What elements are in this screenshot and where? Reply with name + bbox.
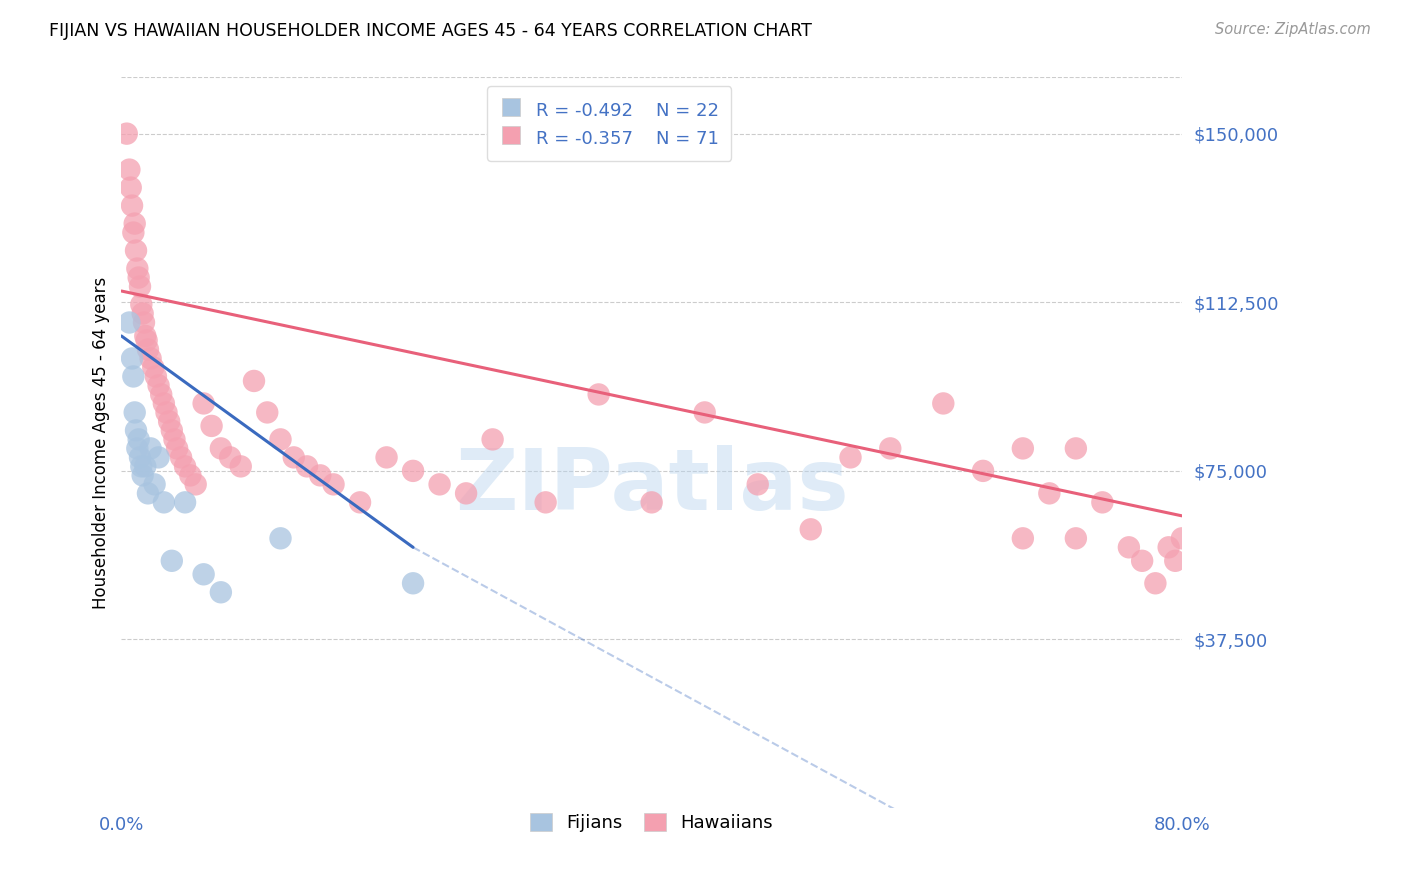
Point bbox=[193, 396, 215, 410]
Point bbox=[747, 477, 769, 491]
Point bbox=[229, 459, 252, 474]
Point bbox=[270, 532, 292, 546]
Point bbox=[179, 468, 201, 483]
Point bbox=[693, 405, 716, 419]
Point bbox=[160, 424, 183, 438]
Point bbox=[640, 495, 662, 509]
Point bbox=[134, 459, 156, 474]
Point bbox=[131, 468, 153, 483]
Point bbox=[209, 585, 232, 599]
Point bbox=[132, 316, 155, 330]
Point bbox=[139, 442, 162, 456]
Point bbox=[270, 433, 292, 447]
Point bbox=[1011, 442, 1033, 456]
Point bbox=[456, 486, 478, 500]
Point bbox=[174, 459, 197, 474]
Point bbox=[160, 554, 183, 568]
Point bbox=[153, 495, 176, 509]
Point bbox=[1118, 541, 1140, 555]
Point bbox=[143, 477, 166, 491]
Point bbox=[588, 387, 610, 401]
Text: ZIPatlas: ZIPatlas bbox=[454, 445, 849, 528]
Point bbox=[125, 424, 148, 438]
Point bbox=[128, 270, 150, 285]
Point bbox=[153, 396, 176, 410]
Point bbox=[184, 477, 207, 491]
Point bbox=[127, 261, 149, 276]
Point bbox=[200, 418, 222, 433]
Y-axis label: Householder Income Ages 45 - 64 years: Householder Income Ages 45 - 64 years bbox=[93, 277, 110, 609]
Point bbox=[124, 405, 146, 419]
Point bbox=[131, 306, 153, 320]
Point bbox=[121, 198, 143, 212]
Text: Source: ZipAtlas.com: Source: ZipAtlas.com bbox=[1215, 22, 1371, 37]
Point bbox=[136, 343, 159, 357]
Legend: Fijians, Hawaiians: Fijians, Hawaiians bbox=[523, 805, 780, 839]
Point bbox=[879, 442, 901, 456]
Point bbox=[150, 387, 173, 401]
Point bbox=[155, 405, 177, 419]
Point bbox=[429, 477, 451, 491]
Point bbox=[118, 316, 141, 330]
Point bbox=[142, 360, 165, 375]
Point bbox=[243, 374, 266, 388]
Point bbox=[122, 226, 145, 240]
Point bbox=[125, 244, 148, 258]
Point bbox=[170, 450, 193, 465]
Point bbox=[1011, 532, 1033, 546]
Point bbox=[309, 468, 332, 483]
Point bbox=[131, 297, 153, 311]
Point bbox=[127, 442, 149, 456]
Point bbox=[402, 464, 425, 478]
Point bbox=[118, 162, 141, 177]
Point bbox=[131, 459, 153, 474]
Point bbox=[128, 433, 150, 447]
Point bbox=[481, 433, 503, 447]
Point bbox=[193, 567, 215, 582]
Point bbox=[163, 433, 186, 447]
Point bbox=[134, 329, 156, 343]
Point bbox=[1157, 541, 1180, 555]
Point bbox=[283, 450, 305, 465]
Point bbox=[209, 442, 232, 456]
Point bbox=[219, 450, 242, 465]
Point bbox=[157, 414, 180, 428]
Point bbox=[174, 495, 197, 509]
Point bbox=[839, 450, 862, 465]
Point bbox=[166, 442, 188, 456]
Point bbox=[800, 522, 823, 536]
Point bbox=[375, 450, 398, 465]
Point bbox=[295, 459, 318, 474]
Point bbox=[124, 217, 146, 231]
Point bbox=[1144, 576, 1167, 591]
Point bbox=[120, 180, 142, 194]
Point bbox=[145, 369, 167, 384]
Point bbox=[1130, 554, 1153, 568]
Point bbox=[932, 396, 955, 410]
Point bbox=[1091, 495, 1114, 509]
Text: FIJIAN VS HAWAIIAN HOUSEHOLDER INCOME AGES 45 - 64 YEARS CORRELATION CHART: FIJIAN VS HAWAIIAN HOUSEHOLDER INCOME AG… bbox=[49, 22, 813, 40]
Point bbox=[402, 576, 425, 591]
Point bbox=[1171, 532, 1194, 546]
Point bbox=[1064, 532, 1087, 546]
Point bbox=[534, 495, 557, 509]
Point bbox=[121, 351, 143, 366]
Point bbox=[148, 378, 170, 392]
Point bbox=[115, 127, 138, 141]
Point bbox=[136, 486, 159, 500]
Point bbox=[129, 450, 152, 465]
Point bbox=[139, 351, 162, 366]
Point bbox=[148, 450, 170, 465]
Point bbox=[1064, 442, 1087, 456]
Point bbox=[122, 369, 145, 384]
Point bbox=[322, 477, 344, 491]
Point bbox=[256, 405, 278, 419]
Point bbox=[1038, 486, 1060, 500]
Point bbox=[972, 464, 994, 478]
Point bbox=[129, 279, 152, 293]
Point bbox=[1164, 554, 1187, 568]
Point bbox=[135, 334, 157, 348]
Point bbox=[349, 495, 371, 509]
